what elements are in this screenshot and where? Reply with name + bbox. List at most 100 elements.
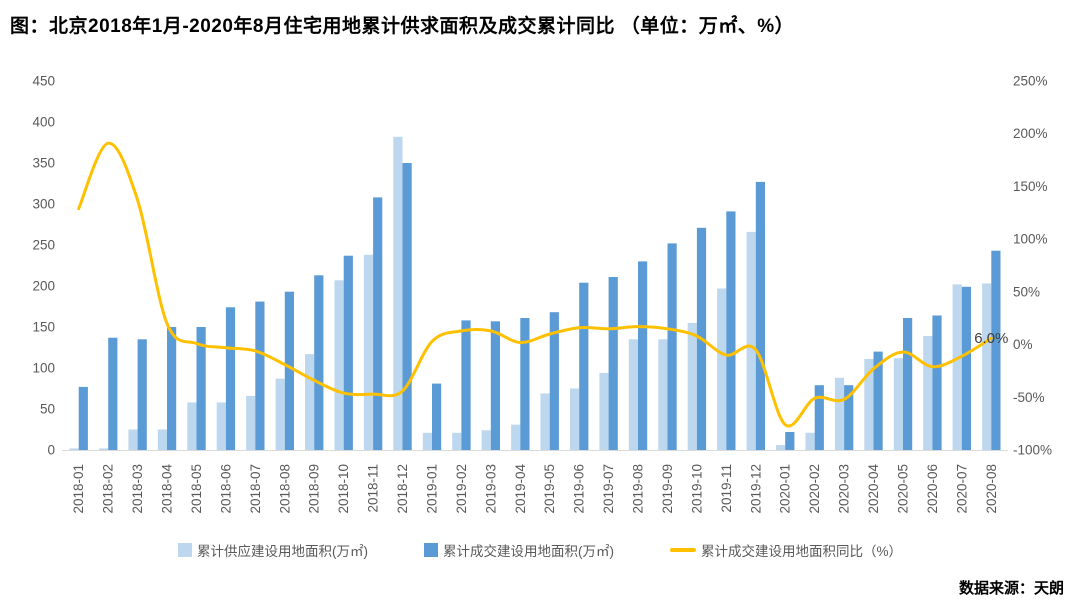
- transaction-bar: [255, 301, 265, 450]
- transaction-bar: [844, 385, 854, 450]
- x-axis-category-label: 2018-01: [71, 464, 86, 514]
- x-axis-category-label: 2018-12: [395, 464, 410, 514]
- supply-bar: [128, 429, 138, 450]
- x-axis-category-label: 2018-07: [248, 464, 263, 514]
- transaction-bar: [343, 255, 353, 450]
- left-axis-tick-label: 300: [32, 197, 55, 212]
- transaction-bar: [667, 243, 677, 450]
- left-axis-tick-label: 250: [32, 238, 55, 253]
- supply-bar: [628, 339, 638, 450]
- supply-bar: [776, 445, 786, 450]
- x-axis-category-label: 2018-09: [307, 464, 322, 514]
- supply-bar: [511, 424, 521, 450]
- x-axis-category-label: 2018-04: [160, 464, 175, 514]
- line-end-value-label: 6.0%: [974, 330, 1008, 347]
- supply-bar: [687, 322, 697, 450]
- supply-bar: [952, 284, 962, 450]
- transaction-bar: [579, 282, 589, 450]
- supply-bar: [893, 358, 903, 450]
- x-axis-category-label: 2018-11: [366, 464, 381, 513]
- x-axis-category-label: 2019-03: [483, 464, 498, 514]
- x-axis-category-label: 2019-10: [689, 464, 704, 514]
- supply-bar: [834, 377, 845, 450]
- x-axis-category-label: 2019-07: [601, 464, 616, 514]
- legend-item-transaction: 累计成交建设用地面积(万㎡): [423, 540, 614, 560]
- x-axis-category-label: 2018-02: [101, 464, 116, 514]
- left-axis-tick-label: 100: [32, 361, 55, 376]
- transaction-bar: [432, 383, 442, 450]
- transaction-bar: [167, 327, 177, 450]
- right-axis-tick-label: 250%: [1013, 74, 1048, 89]
- left-axis-tick-label: 50: [40, 402, 55, 417]
- left-axis-tick-label: 350: [32, 156, 55, 171]
- legend-item-supply: 累计供应建设用地面积(万㎡): [177, 540, 368, 560]
- supply-bar: [99, 448, 109, 450]
- supply-bar: [570, 388, 580, 450]
- chart-canvas: 0 50 100 150 200 250 300 350 400 450 -100% -50% 0% 50…: [32, 74, 1052, 514]
- right-axis-tick-label: -100%: [1013, 443, 1052, 458]
- legend-label-transaction: 累计成交建设用地面积(万㎡): [442, 544, 614, 559]
- right-axis-tick-label: 150%: [1013, 179, 1048, 194]
- yoy-line: [77, 141, 993, 428]
- x-axis-category-label: 2020-05: [895, 464, 910, 514]
- x-axis-category-label: 2018-10: [336, 464, 351, 514]
- x-axis-category-label: 2019-02: [454, 464, 469, 514]
- x-axis-category-label: 2020-01: [778, 464, 793, 514]
- left-axis-tick-label: 0: [47, 443, 55, 458]
- transaction-bar: [108, 337, 118, 450]
- supply-bar: [923, 336, 933, 450]
- chart-legend: 累计供应建设用地面积(万㎡) 累计成交建设用地面积(万㎡) 累计成交建设用地面积…: [0, 535, 1080, 565]
- x-axis-category-label: 2019-06: [572, 464, 587, 514]
- transaction-bar: [608, 277, 618, 450]
- transaction-bar: [726, 211, 736, 450]
- x-axis-category-label: 2019-04: [513, 464, 528, 514]
- transaction-bar: [932, 315, 942, 450]
- supply-swatch-icon: [177, 543, 192, 557]
- transaction-bar: [490, 321, 500, 450]
- transaction-bar: [373, 197, 383, 450]
- right-axis-tick-label: 0%: [1013, 337, 1033, 352]
- supply-bar: [69, 448, 79, 450]
- supply-bar: [305, 354, 315, 450]
- left-axis-tick-label: 400: [32, 115, 55, 130]
- transaction-bar: [638, 261, 648, 450]
- right-axis-tick-label: 200%: [1013, 126, 1048, 141]
- transaction-bar: [961, 286, 971, 450]
- transaction-bar: [78, 386, 88, 450]
- transaction-bar: [402, 163, 412, 450]
- supply-bar: [864, 359, 874, 450]
- x-axis-category-label: 2018-03: [130, 464, 145, 514]
- chart-title: 图：北京2018年1月-2020年8月住宅用地累计供求面积及成交累计同比 （单位…: [10, 16, 795, 37]
- x-axis-category-label: 2018-06: [218, 464, 233, 514]
- transaction-bar: [991, 250, 1001, 450]
- x-axis-category-label: 2019-01: [424, 464, 439, 514]
- x-axis-category-label: 2020-04: [866, 464, 881, 514]
- supply-bar: [717, 288, 727, 450]
- x-axis-category-label: 2020-03: [837, 464, 852, 514]
- transaction-bar: [755, 181, 765, 450]
- transaction-bar: [196, 327, 206, 450]
- data-source: 数据来源：天朗: [958, 580, 1064, 597]
- x-axis-category-label: 2018-05: [189, 464, 204, 514]
- supply-bar: [481, 430, 491, 450]
- supply-bar: [658, 339, 668, 450]
- x-axis-category-label: 2019-08: [631, 464, 646, 514]
- supply-bar: [599, 372, 609, 450]
- left-axis-tick-label: 450: [32, 74, 55, 89]
- supply-bar: [275, 378, 285, 450]
- supply-bar: [422, 432, 432, 450]
- right-axis-tick-label: 50%: [1013, 284, 1040, 299]
- supply-bar: [334, 280, 344, 450]
- transaction-bar: [461, 320, 471, 450]
- left-axis-tick-label: 150: [32, 320, 55, 335]
- x-axis-category-label: 2019-09: [660, 464, 675, 514]
- supply-bar: [216, 402, 226, 450]
- x-axis-category-label: 2018-08: [277, 464, 292, 514]
- transaction-bar: [137, 339, 147, 450]
- right-axis-tick-label: -50%: [1013, 390, 1045, 405]
- supply-bar: [746, 231, 756, 450]
- supply-bar: [246, 395, 256, 450]
- transaction-swatch-icon: [423, 543, 438, 557]
- x-axis-category-label: 2020-08: [984, 464, 999, 514]
- x-axis-category-label: 2020-06: [925, 464, 940, 514]
